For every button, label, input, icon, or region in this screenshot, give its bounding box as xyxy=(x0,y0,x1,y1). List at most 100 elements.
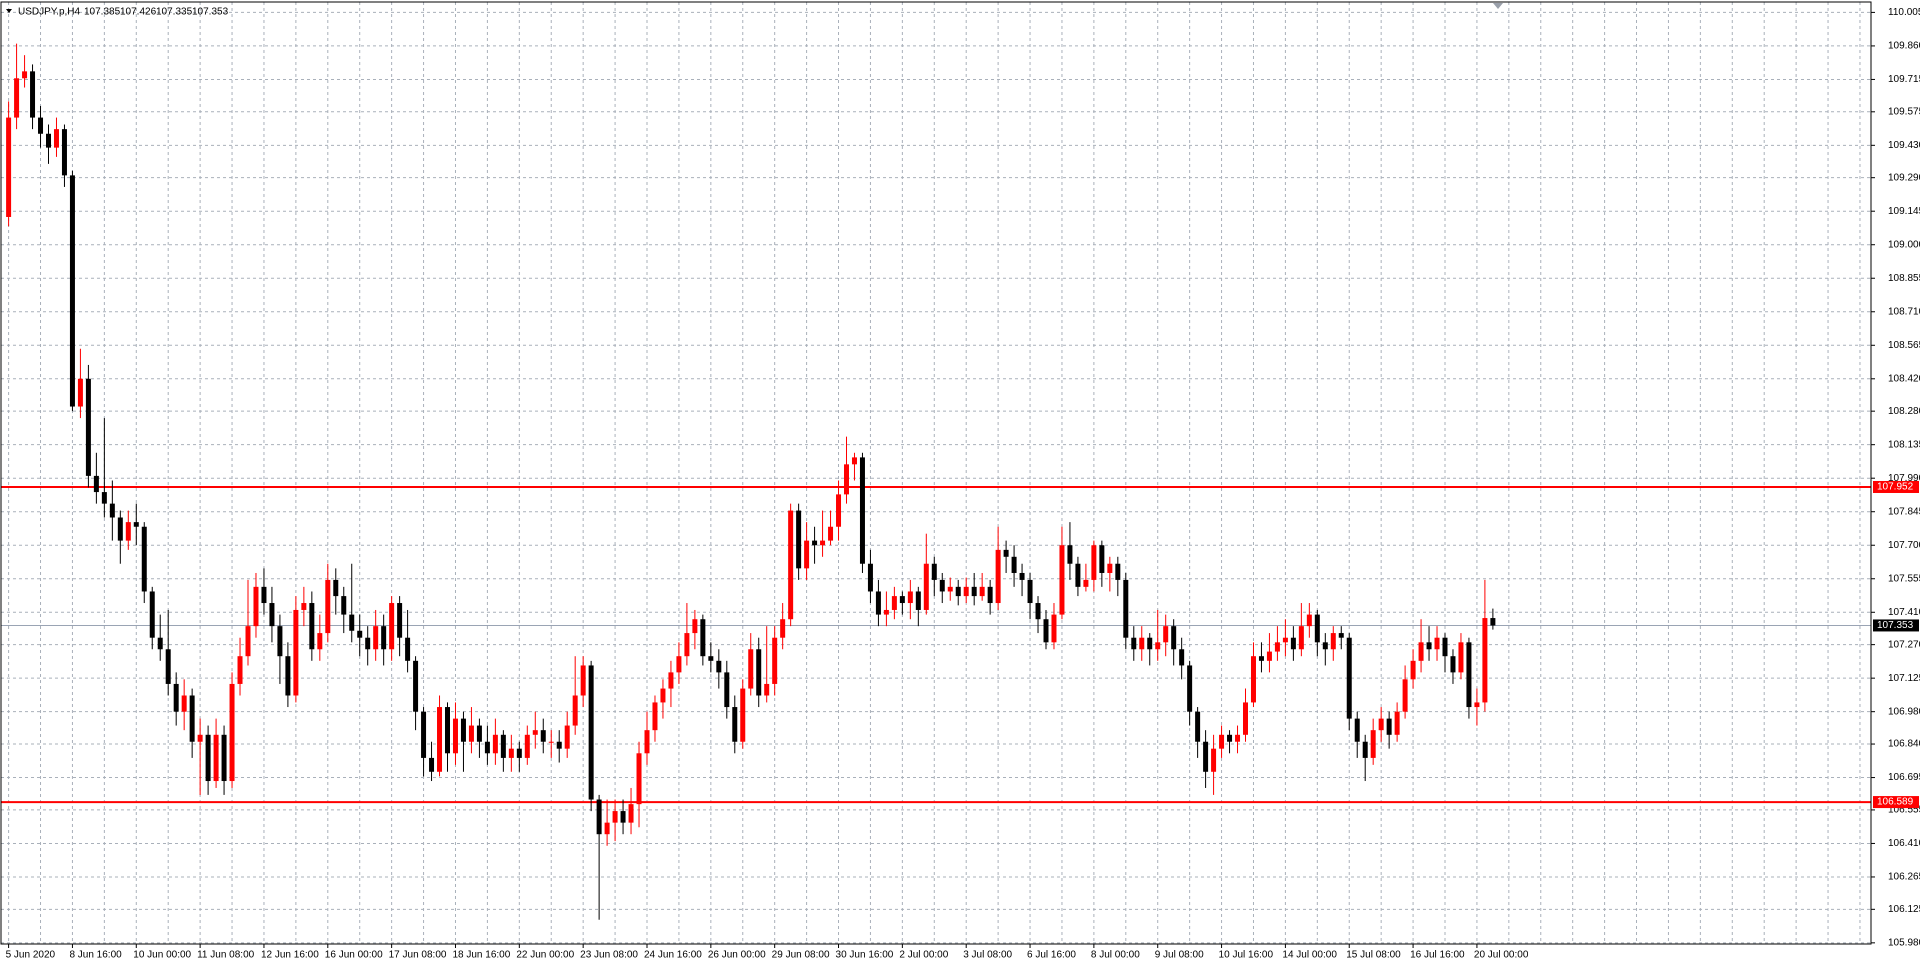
candle-body xyxy=(1290,637,1296,650)
candle-body xyxy=(788,510,794,620)
candle-body xyxy=(1131,637,1137,650)
x-tick-label: 10 Jul 16:00 xyxy=(1219,950,1274,961)
candle-body xyxy=(1179,649,1185,666)
candle-body xyxy=(460,718,466,742)
candle-body xyxy=(612,811,618,823)
candle-body xyxy=(389,603,395,650)
candle-body xyxy=(181,695,187,712)
header-low: 107.335 xyxy=(156,7,193,18)
candle-body xyxy=(492,734,498,754)
candle-body xyxy=(1482,618,1488,703)
candle-body xyxy=(684,633,690,657)
candle-body xyxy=(317,633,323,650)
y-tick-label: 109.575 xyxy=(1888,106,1920,117)
grid xyxy=(1,2,1871,944)
candle-body xyxy=(1258,656,1264,661)
candle-body xyxy=(995,549,1001,604)
candle-body xyxy=(1059,545,1065,615)
candle-body xyxy=(836,494,842,527)
candles xyxy=(6,43,1496,920)
x-tick-label: 24 Jun 16:00 xyxy=(644,950,702,961)
candle-body xyxy=(1163,626,1169,643)
candle-body xyxy=(101,492,107,504)
candle-body xyxy=(1474,702,1480,708)
candle-body xyxy=(1203,741,1209,772)
candle-body xyxy=(1266,651,1272,661)
x-tick-label: 3 Jul 08:00 xyxy=(963,950,1012,961)
candle-body xyxy=(828,526,834,541)
x-tick-label: 10 Jun 00:00 xyxy=(133,950,191,961)
candle-body xyxy=(1075,563,1081,587)
header-open: 107.385 xyxy=(84,7,121,18)
candle-body xyxy=(46,133,51,148)
x-tick-label: 17 Jun 08:00 xyxy=(389,950,447,961)
candle-body xyxy=(1243,702,1248,735)
candle-body xyxy=(660,688,666,703)
candle-body xyxy=(269,603,275,627)
candle-body xyxy=(859,457,865,564)
candle-body xyxy=(373,626,379,650)
candle-body xyxy=(109,503,115,518)
candle-body xyxy=(476,725,482,742)
x-tick-label: 16 Jul 16:00 xyxy=(1410,950,1465,961)
candle-body xyxy=(588,665,594,800)
candle-body xyxy=(133,522,139,527)
candle-body xyxy=(1442,637,1448,657)
candle-body xyxy=(764,683,770,696)
candle-body xyxy=(732,707,738,742)
candle-body xyxy=(157,637,163,650)
candle-body xyxy=(1027,579,1033,604)
x-tick-label: 15 Jul 08:00 xyxy=(1346,950,1401,961)
candle-body xyxy=(676,656,682,673)
candle-body xyxy=(1370,730,1376,758)
y-tick-label: 108.710 xyxy=(1888,306,1920,317)
candle-body xyxy=(1123,579,1129,638)
level-box xyxy=(1873,796,1919,809)
candle-body xyxy=(524,734,530,758)
candle-body xyxy=(1450,656,1456,673)
x-tick-label: 20 Jul 00:00 xyxy=(1474,950,1529,961)
candle-body xyxy=(1147,637,1153,650)
candle-body xyxy=(1227,734,1233,742)
x-tick-label: 6 Jul 16:00 xyxy=(1027,950,1076,961)
candle-body xyxy=(253,586,259,627)
candle-body xyxy=(1306,614,1312,627)
candle-body xyxy=(397,603,403,638)
candle-body xyxy=(652,702,658,731)
candle-body xyxy=(644,730,650,754)
y-tick-label: 108.420 xyxy=(1888,373,1920,384)
candle-body xyxy=(780,619,786,638)
candle-body xyxy=(955,586,961,597)
y-tick-label: 109.290 xyxy=(1888,172,1920,183)
y-tick-label: 107.555 xyxy=(1888,573,1920,584)
y-tick-label: 106.695 xyxy=(1888,772,1920,783)
candle-body xyxy=(85,378,91,476)
candle-body xyxy=(915,591,921,610)
candle-body xyxy=(1330,633,1336,650)
candle-body xyxy=(947,586,953,592)
candle-body xyxy=(1187,665,1193,712)
candle-body xyxy=(301,603,307,610)
current-price-label: 107.353 xyxy=(1877,620,1914,631)
candle-body xyxy=(293,609,299,696)
candle-body xyxy=(53,129,59,148)
level-label: 106.589 xyxy=(1877,797,1914,808)
candle-body xyxy=(149,591,155,638)
candle-body xyxy=(508,748,514,758)
candle-body xyxy=(1418,642,1424,661)
candle-body xyxy=(1139,637,1145,650)
candle-body xyxy=(1083,579,1089,587)
candle-body xyxy=(1091,545,1097,580)
candle-body xyxy=(636,753,642,805)
candle-body xyxy=(1282,637,1288,643)
candle-body xyxy=(572,695,578,726)
candle-body xyxy=(173,683,179,712)
candle-body xyxy=(1394,711,1400,735)
candle-body xyxy=(445,707,450,754)
candle-body xyxy=(891,596,897,610)
level-box xyxy=(1873,480,1919,493)
candle-body xyxy=(189,695,195,742)
candle-body xyxy=(1434,637,1440,650)
candle-body xyxy=(237,656,243,684)
candle-body xyxy=(907,591,913,604)
